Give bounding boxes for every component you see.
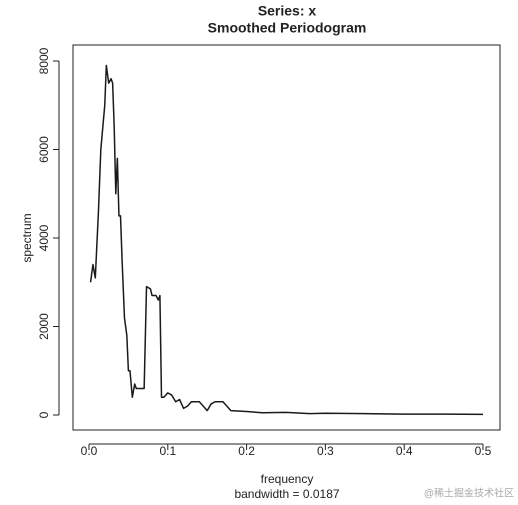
y-axis-label: spectrum [20,213,34,262]
x-tick-label: 0.3 [317,444,334,458]
watermark: @稀土掘金技术社区 [424,487,514,500]
y-tick-label: 4000 [37,224,51,251]
x-tick-label: 0.2 [238,444,255,458]
bandwidth-label: bandwidth = 0.0187 [234,487,339,501]
spectrum-line [89,64,483,416]
x-tick-label: 0.1 [159,444,176,458]
y-tick-label: 6000 [37,136,51,163]
x-tick-label: 0.0 [81,444,98,458]
y-tick-label: 2000 [37,313,51,340]
chart-subtitle: Smoothed Periodogram [208,20,367,36]
y-tick-label: 0 [37,411,51,418]
x-tick-label: 0.5 [475,444,492,458]
plot-box [72,44,501,431]
y-tick-label: 8000 [37,47,51,74]
x-axis-label: frequency [261,472,314,486]
chart-title: Series: x [258,3,317,19]
x-tick-label: 0.4 [396,444,413,458]
